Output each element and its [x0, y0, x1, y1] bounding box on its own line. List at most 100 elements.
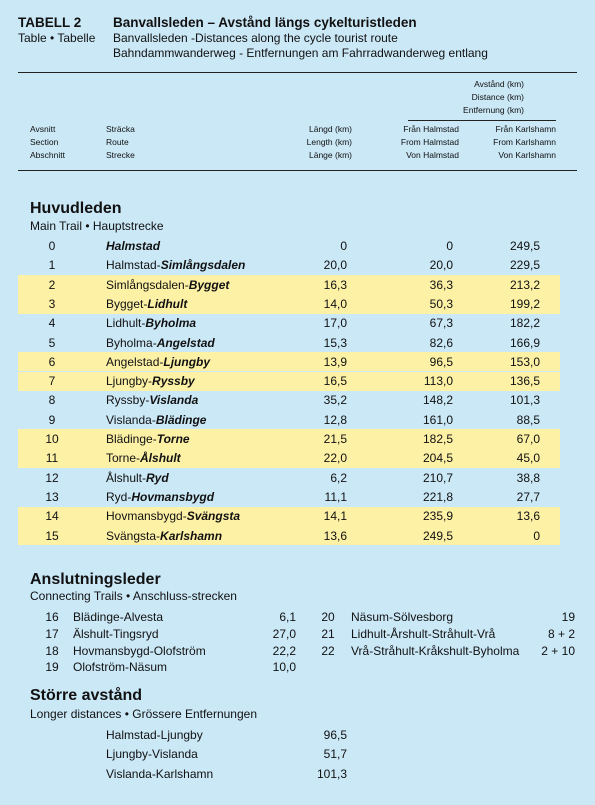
- length: 14,0: [323, 296, 347, 311]
- length: 16,3: [323, 277, 347, 292]
- route: Ljungby-Vislanda: [106, 747, 198, 762]
- section-number: 7: [48, 374, 56, 389]
- route-end: Blädinge: [155, 412, 207, 427]
- route-end: Ljungby: [163, 354, 211, 369]
- from-karlshamn: 166,9: [509, 335, 540, 350]
- section-subtitle: Main Trail • Hauptstrecke: [30, 219, 164, 233]
- length: 51,7: [323, 747, 347, 762]
- rule: [18, 72, 577, 73]
- column-header: Route: [106, 137, 129, 147]
- route: Lidhult-Årshult-Stråhult-Vrå: [351, 626, 496, 641]
- length: 21,5: [323, 432, 347, 446]
- route-end: Bygget: [188, 277, 230, 292]
- column-header: Distance (km): [471, 92, 524, 102]
- section-number: 17: [45, 626, 59, 641]
- from-karlshamn: 213,2: [509, 277, 540, 292]
- from-halmstad: 20,0: [429, 258, 453, 273]
- length: 27,0: [272, 626, 296, 641]
- route-start: Byholma-: [106, 335, 157, 350]
- route: Hovmansbygd-Svängsta: [106, 509, 240, 523]
- from-karlshamn: 27,7: [516, 489, 540, 504]
- section-number: 12: [45, 470, 59, 485]
- subtitle-en: Banvallsleden -Distances along the cycle…: [113, 31, 398, 45]
- from-halmstad: 50,3: [429, 296, 453, 311]
- length: 96,5: [323, 728, 347, 742]
- length: 16,5: [323, 374, 347, 389]
- length: 35,2: [323, 393, 347, 408]
- route: Älshult-Tingsryd: [73, 626, 159, 641]
- route-start: Bygget-: [106, 296, 148, 311]
- from-karlshamn: 45,0: [516, 451, 540, 466]
- section-number: 6: [48, 354, 56, 369]
- section-number: 16: [45, 610, 59, 624]
- route: Ljungby-Ryssby: [106, 374, 195, 388]
- route-start: Ljungby-: [106, 374, 153, 389]
- from-karlshamn: 13,6: [516, 509, 540, 524]
- route-end: Hovmansbygd: [131, 489, 215, 504]
- route: Ryssby-Vislanda: [106, 393, 198, 407]
- from-halmstad: 148,2: [422, 393, 453, 408]
- route-start: Simlångsdalen-: [106, 277, 189, 292]
- highlight-band: [18, 506, 560, 526]
- from-karlshamn: 136,5: [509, 374, 540, 389]
- section-number: 9: [48, 412, 56, 427]
- route-end: Lidhult: [147, 296, 188, 311]
- route-start: Lidhult-: [106, 316, 146, 331]
- length: 10,0: [272, 660, 296, 675]
- from-halmstad: 235,9: [422, 509, 453, 524]
- from-karlshamn: 249,5: [509, 239, 540, 253]
- section-number: 11: [45, 451, 59, 466]
- route-start: Ålshult-: [106, 470, 147, 485]
- route-end: Karlshamn: [160, 528, 223, 543]
- route-end: Halmstad: [106, 239, 161, 253]
- from-karlshamn: 67,0: [516, 432, 540, 446]
- route: Olofström-Näsum: [73, 660, 168, 675]
- section-number: 18: [45, 643, 59, 658]
- route: Bygget-Lidhult: [106, 297, 187, 311]
- length: 22,2: [272, 643, 296, 658]
- section-number: 3: [48, 296, 56, 311]
- highlight-band: [18, 525, 560, 546]
- route-end: Simlångsdalen: [160, 258, 246, 273]
- from-halmstad: 249,5: [422, 528, 453, 543]
- route: Ålshult-Ryd: [106, 471, 169, 485]
- route-start: Ryssby-: [106, 393, 150, 408]
- rule: [18, 170, 577, 171]
- route: Svängsta-Karlshamn: [106, 529, 222, 543]
- route-start: Svängsta-: [106, 528, 161, 543]
- from-karlshamn: 38,8: [516, 470, 540, 485]
- highlight-band: [18, 275, 560, 295]
- length: 20,0: [323, 258, 347, 273]
- highlight-band: [18, 371, 560, 391]
- length: 11,1: [324, 489, 347, 504]
- section-subtitle: Connecting Trails • Anschluss-strecken: [30, 589, 237, 603]
- from-karlshamn: 153,0: [509, 354, 540, 369]
- from-halmstad: 204,5: [422, 451, 453, 466]
- route-start: Blädinge-: [106, 432, 157, 446]
- length: 8 + 2: [547, 626, 575, 641]
- route-end: Byholma: [145, 316, 197, 331]
- route-end: Svängsta: [186, 509, 241, 524]
- route: Angelstad-Ljungby: [106, 355, 210, 369]
- length: 14,1: [323, 509, 347, 524]
- length: 6,2: [330, 470, 347, 485]
- route: Halmstad: [106, 239, 160, 253]
- table-title: Banvallsleden – Avstånd längs cykelturis…: [113, 15, 417, 30]
- route-end: Angelstad: [156, 335, 215, 350]
- column-header: Länge (km): [309, 150, 352, 160]
- route-start: Vislanda-: [106, 412, 156, 427]
- from-halmstad: 221,8: [422, 489, 453, 504]
- length: 13,9: [323, 354, 347, 369]
- column-header: Entfernung (km): [463, 105, 524, 115]
- from-halmstad: 0: [446, 239, 453, 253]
- section-number: 22: [321, 643, 335, 658]
- length: 101,3: [316, 766, 347, 781]
- section-title: Anslutningsleder: [30, 571, 161, 588]
- route: Vislanda-Karlshamn: [106, 766, 214, 781]
- route-start: Hovmansbygd-: [106, 509, 187, 524]
- column-header: Från Karlshamn: [495, 124, 556, 134]
- route-start: Halmstad-: [106, 258, 161, 273]
- column-header: From Halmstad: [400, 137, 459, 147]
- section-number: 14: [45, 509, 59, 524]
- highlight-band: [18, 352, 560, 372]
